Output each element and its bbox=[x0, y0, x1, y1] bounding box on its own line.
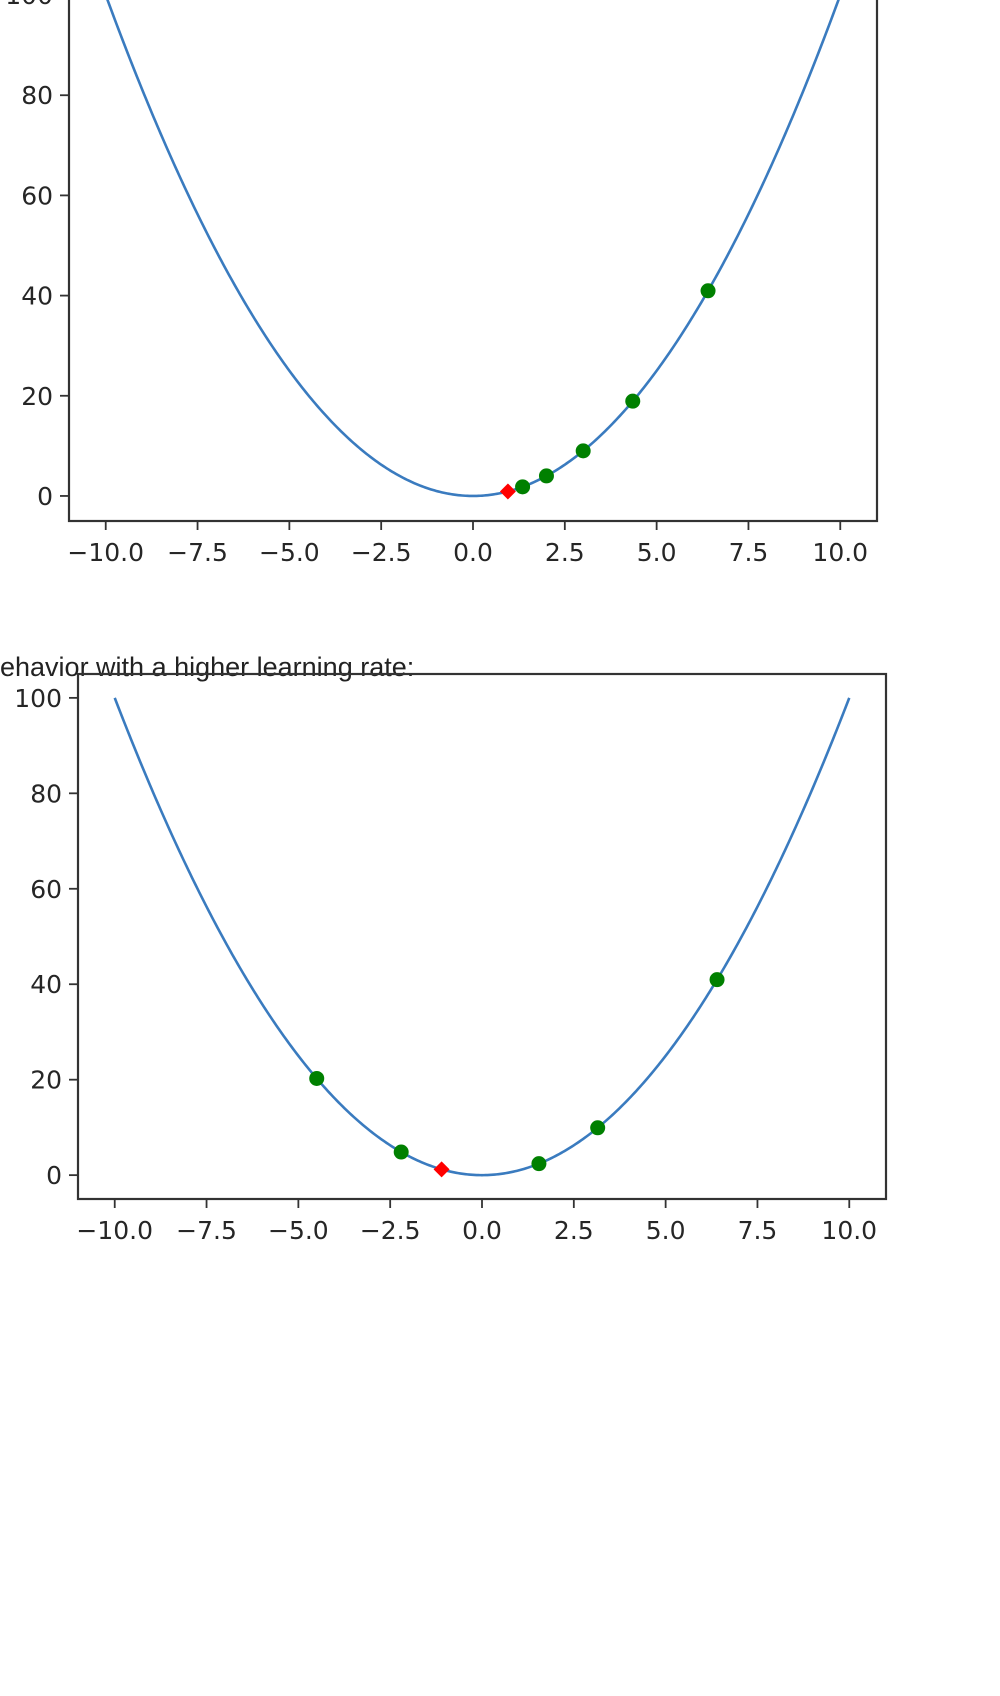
y-tick-label: 60 bbox=[21, 181, 53, 210]
x-tick-label: −5.0 bbox=[259, 538, 320, 567]
iterate-point-marker bbox=[309, 1070, 325, 1086]
iterate-point-marker bbox=[538, 468, 554, 484]
x-tick-label: −10.0 bbox=[67, 538, 144, 567]
chart-bottom: −10.0 −7.5 −5.0 −2.5 0.0 2.5 5.0 7.5 10.0 0 20 40 60… bbox=[14, 672, 888, 1245]
iterate-point-marker bbox=[531, 1156, 547, 1172]
y-tick-label: 80 bbox=[21, 81, 53, 110]
x-tick-label: −2.5 bbox=[351, 538, 412, 567]
y-tick-label: 20 bbox=[30, 1066, 62, 1095]
series-line-curve bbox=[106, 0, 840, 498]
iterate-point-marker bbox=[393, 1144, 409, 1160]
x-tick-label: 10.0 bbox=[812, 538, 868, 567]
caption-text: ehavior with a higher learning rate: bbox=[0, 652, 415, 682]
x-tick-label: 5.0 bbox=[646, 1216, 686, 1245]
iterate-point-marker bbox=[700, 283, 716, 299]
y-tick-label: 80 bbox=[30, 779, 62, 808]
x-tick-label: −10.0 bbox=[76, 1216, 153, 1245]
y-tick-label: 100 bbox=[14, 684, 62, 713]
x-tick-label: 7.5 bbox=[738, 1216, 778, 1245]
x-tick-label: 5.0 bbox=[637, 538, 677, 567]
iterate-point-marker bbox=[590, 1120, 606, 1136]
y-tick-label: 20 bbox=[21, 382, 53, 411]
x-tick-label: 2.5 bbox=[554, 1216, 594, 1245]
x-tick-label: 0.0 bbox=[453, 538, 493, 567]
x-tick-label: 0.0 bbox=[462, 1216, 502, 1245]
y-tick-label: 40 bbox=[21, 282, 53, 311]
x-tick-label: −2.5 bbox=[360, 1216, 421, 1245]
y-tick-label: 0 bbox=[46, 1161, 62, 1190]
final-point-marker bbox=[433, 1161, 450, 1178]
x-tick-label: 2.5 bbox=[545, 538, 585, 567]
x-tick-label: 10.0 bbox=[821, 1216, 877, 1245]
y-tick-label: 100 bbox=[5, 0, 53, 10]
x-tick-label: −7.5 bbox=[176, 1216, 237, 1245]
series-line-curve bbox=[113, 697, 851, 1177]
iterate-point-marker bbox=[575, 443, 591, 459]
y-tick-label: 40 bbox=[30, 970, 62, 999]
final-point-marker bbox=[499, 483, 516, 500]
iterate-point-marker bbox=[709, 972, 725, 988]
iterate-point-marker bbox=[515, 479, 531, 495]
y-tick-label: 0 bbox=[37, 482, 53, 511]
axes-frame bbox=[67, 0, 879, 523]
axes-frame bbox=[76, 672, 888, 1201]
x-tick-label: 7.5 bbox=[729, 538, 769, 567]
x-tick-label: −5.0 bbox=[268, 1216, 329, 1245]
iterate-point-marker bbox=[625, 393, 641, 409]
x-tick-label: −7.5 bbox=[167, 538, 228, 567]
chart-top: −10.0 −7.5 −5.0 −2.5 0.0 2.5 5.0 7.5 10.0 0 20 40 60… bbox=[5, 0, 879, 567]
y-tick-label: 60 bbox=[30, 875, 62, 904]
